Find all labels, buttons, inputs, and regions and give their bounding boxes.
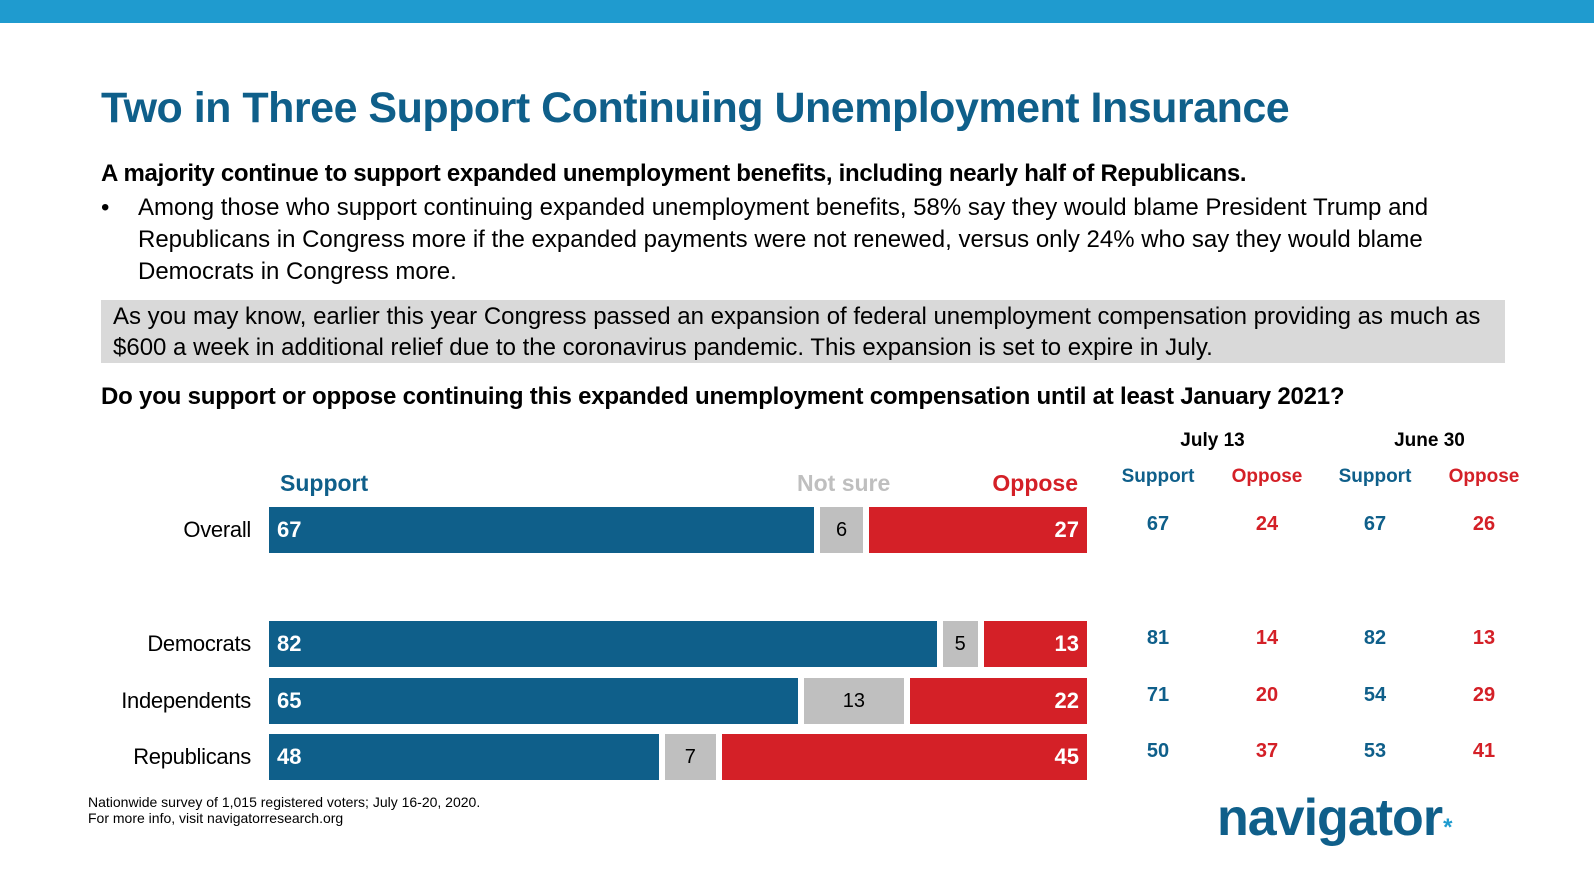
bullet-text: Among those who support continuing expan… [138,194,1429,285]
footnote: Nationwide survey of 1,015 registered vo… [88,794,480,826]
survey-question: Do you support or oppose continuing this… [101,383,1345,410]
top-accent-bar [0,0,1594,23]
data-label: 82 [277,631,302,656]
trend-value-support: 67 [1363,513,1387,535]
bar-not-sure-republicans: 7 [664,734,716,780]
bar-oppose-independents: 22 [910,678,1087,724]
trend-value-support: 50 [1146,740,1170,762]
trend-header-support: Support [1121,466,1195,487]
trend-header-oppose: Oppose [1448,466,1520,487]
footnote-survey: Nationwide survey of 1,015 registered vo… [88,794,481,810]
bar-support-democrats: 82 [269,621,937,667]
trend-value-oppose: 13 [1472,627,1496,649]
data-label: 22 [1054,688,1079,713]
trend-date-june-30: June 30 [1394,430,1465,451]
logo-text: navigator [1217,789,1443,847]
bar-not-sure-overall: 6 [820,507,864,553]
trend-value-support: 82 [1363,627,1387,649]
trend-value-support: 67 [1146,513,1170,535]
data-label: 5 [954,632,966,655]
footnote-link: For more info, visit navigatorresearch.o… [88,810,344,826]
trend-value-oppose: 24 [1255,513,1279,535]
page-title: Two in Three Support Continuing Unemploy… [101,84,1290,132]
trend-value-support: 81 [1146,627,1170,649]
asterisk-icon: * [1443,814,1452,841]
row-label-republicans: Republicans [133,744,251,769]
bar-support-republicans: 48 [269,734,659,780]
bullet-point: • Among those who support continuing exp… [101,192,1521,288]
trend-header-support: Support [1338,466,1412,487]
data-label: 7 [684,745,696,768]
data-label: 67 [277,517,302,542]
row-label-independents: Independents [121,688,251,713]
row-label-overall: Overall [183,517,251,542]
question-context-box: As you may know, earlier this year Congr… [101,300,1505,363]
bullet-icon: • [101,194,110,221]
subheading: A majority continue to support expanded … [101,160,1247,187]
data-label: 13 [1054,631,1079,656]
trend-value-oppose: 26 [1472,513,1496,535]
data-label: 45 [1054,744,1079,769]
trend-value-oppose: 37 [1255,740,1279,762]
bar-not-sure-independents: 13 [803,678,905,724]
row-label-democrats: Democrats [147,631,251,656]
data-label: 13 [842,689,865,712]
legend-oppose: Oppose [992,470,1078,496]
bar-not-sure-democrats: 5 [942,621,978,667]
data-label: 6 [836,518,848,541]
data-label: 27 [1054,517,1079,542]
trend-value-oppose: 29 [1472,684,1496,706]
legend-not-sure: Not sure [797,470,891,496]
trend-header-oppose: Oppose [1231,466,1303,487]
trend-value-oppose: 20 [1255,684,1279,706]
data-label: 48 [277,744,302,769]
trend-value-support: 53 [1363,740,1387,762]
trend-date-july-13: July 13 [1180,430,1245,451]
trend-value-support: 71 [1146,684,1170,706]
bar-oppose-democrats: 13 [983,621,1087,667]
bar-oppose-republicans: 45 [721,734,1087,780]
navigator-logo: navigator* [1217,788,1452,848]
bar-support-overall: 67 [269,507,815,553]
bar-oppose-overall: 27 [869,507,1087,553]
bar-support-independents: 65 [269,678,798,724]
trend-value-support: 54 [1363,684,1387,706]
trend-value-oppose: 14 [1255,627,1279,649]
trend-value-oppose: 41 [1472,740,1496,762]
data-label: 65 [277,688,302,713]
legend-support: Support [280,470,369,496]
